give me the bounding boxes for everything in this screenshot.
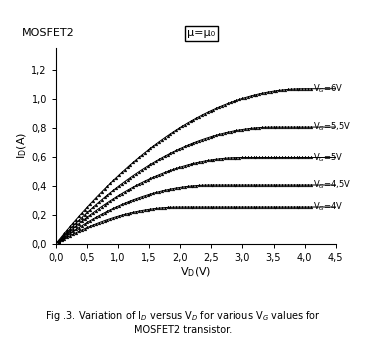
Text: V$_G$=5V: V$_G$=5V [313,151,343,164]
Text: μ=μ₀: μ=μ₀ [187,28,216,39]
Text: V$_G$=5,5V: V$_G$=5,5V [313,121,351,133]
Text: V$_G$=4V: V$_G$=4V [313,201,343,213]
X-axis label: V$_\mathregular{D}$(V): V$_\mathregular{D}$(V) [180,265,212,279]
Text: V$_G$=4,5V: V$_G$=4,5V [313,179,351,191]
Text: Fig .3. Variation of I$_D$ versus V$_D$ for various V$_G$ values for
MOSFET2 tra: Fig .3. Variation of I$_D$ versus V$_D$ … [45,309,321,335]
Text: V$_G$=6V: V$_G$=6V [313,82,343,95]
Text: MOSFET2: MOSFET2 [22,28,75,39]
Y-axis label: I$_\mathregular{D}$(A): I$_\mathregular{D}$(A) [15,132,29,160]
